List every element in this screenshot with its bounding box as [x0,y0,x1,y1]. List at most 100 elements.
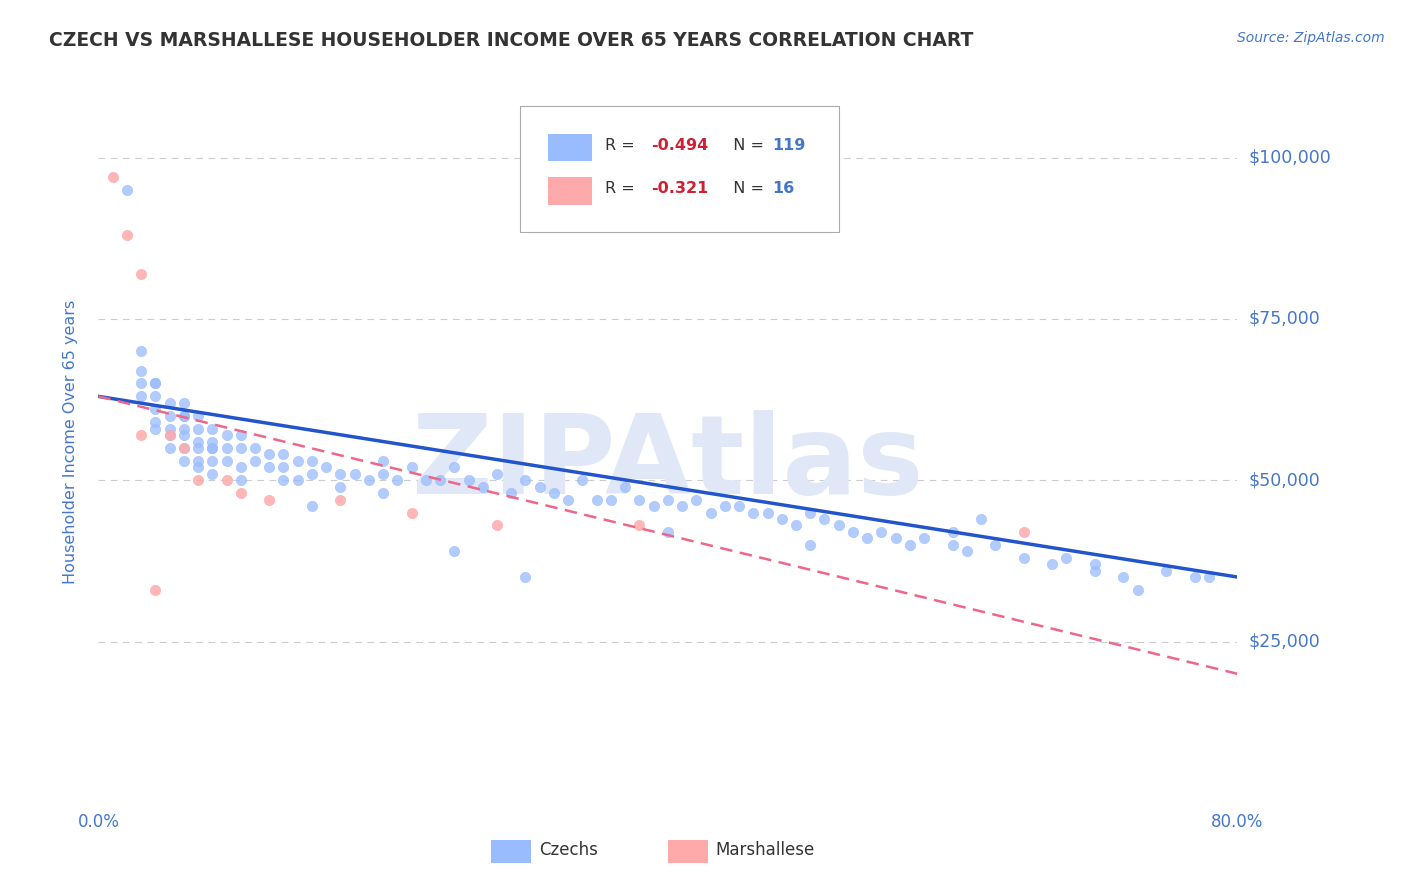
Point [884,531,907,545]
Point [259,460,281,475]
Point [685,492,707,507]
Point [799,538,821,552]
Text: R =: R = [605,137,640,153]
Text: $75,000: $75,000 [1249,310,1320,328]
Y-axis label: Householder Income Over 65 years: Householder Income Over 65 years [63,300,77,583]
FancyBboxPatch shape [491,839,531,863]
Point [159,441,181,455]
Point [201,467,224,481]
Point [145,582,167,597]
Text: CZECH VS MARSHALLESE HOUSEHOLDER INCOME OVER 65 YEARS CORRELATION CHART: CZECH VS MARSHALLESE HOUSEHOLDER INCOME … [49,31,973,50]
Point [229,486,252,500]
Point [173,428,195,442]
Point [115,228,138,243]
Point [201,422,224,436]
Point [215,441,238,455]
Point [187,473,209,487]
Point [1012,550,1035,565]
Text: N =: N = [723,181,769,196]
Point [187,434,209,449]
Text: 16: 16 [773,181,794,196]
FancyBboxPatch shape [548,134,592,161]
Point [301,454,323,468]
Point [145,376,167,391]
Point [287,473,309,487]
Point [515,570,537,584]
Point [401,506,423,520]
Text: $25,000: $25,000 [1249,632,1320,650]
Point [728,499,751,513]
Point [173,454,195,468]
Point [714,499,737,513]
Point [373,486,395,500]
Point [215,473,238,487]
Point [173,441,195,455]
Point [159,428,181,442]
Point [187,409,209,423]
Point [486,467,509,481]
Point [145,376,167,391]
Point [129,344,152,359]
Text: Marshallese: Marshallese [716,841,815,859]
Text: N =: N = [723,137,769,153]
Point [457,473,479,487]
Point [515,473,537,487]
Point [357,473,380,487]
Point [898,538,921,552]
Point [159,422,181,436]
Point [1154,564,1177,578]
Text: ZIPAtlas: ZIPAtlas [412,409,924,516]
Text: $100,000: $100,000 [1249,149,1331,167]
Point [614,480,637,494]
Point [471,480,494,494]
FancyBboxPatch shape [520,105,839,232]
Point [301,467,323,481]
Point [329,492,352,507]
Point [373,454,395,468]
Point [657,524,679,539]
FancyBboxPatch shape [668,839,707,863]
Point [145,402,167,417]
Point [970,512,993,526]
Point [201,441,224,455]
Point [387,473,409,487]
Point [173,409,195,423]
Point [543,486,565,500]
Point [159,409,181,423]
Point [201,441,224,455]
Point [173,441,195,455]
Point [187,441,209,455]
Point [585,492,607,507]
Point [1198,570,1220,584]
Point [229,428,252,442]
Point [129,267,152,281]
Point [557,492,579,507]
Point [699,506,721,520]
Point [657,492,679,507]
Point [671,499,693,513]
Point [273,447,295,461]
Point [115,183,138,197]
Point [1112,570,1135,584]
Point [785,518,807,533]
Point [429,473,451,487]
Point [643,499,665,513]
Point [145,415,167,429]
Point [329,480,352,494]
Point [343,467,366,481]
Point [229,473,252,487]
Point [159,428,181,442]
Point [942,524,965,539]
Point [1184,570,1206,584]
Point [828,518,851,533]
Point [187,454,209,468]
Point [187,422,209,436]
Point [373,467,395,481]
Point [443,544,465,558]
Point [813,512,835,526]
Point [229,441,252,455]
Point [129,389,152,403]
Point [173,409,195,423]
Point [529,480,551,494]
Point [756,506,779,520]
